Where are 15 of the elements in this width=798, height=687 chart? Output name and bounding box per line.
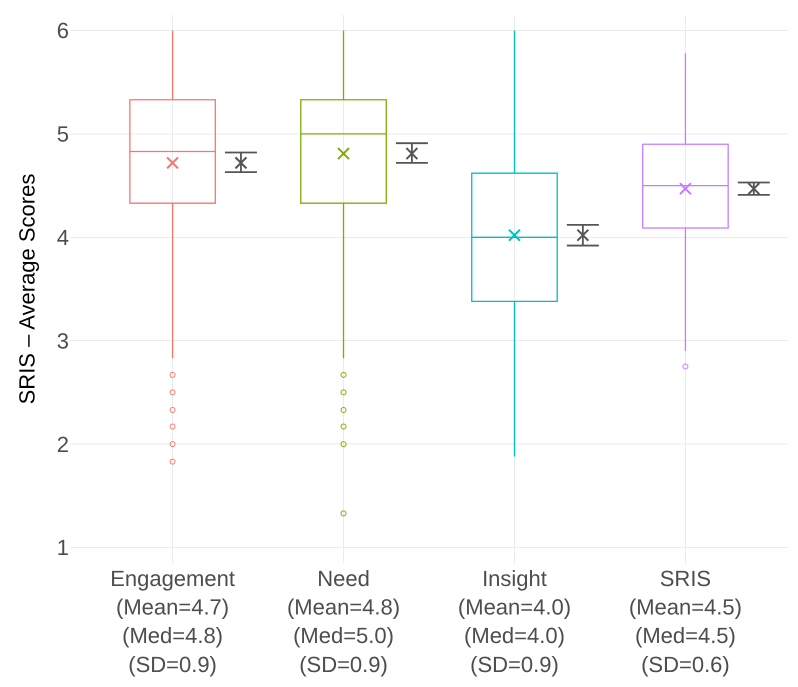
y-tick-label: 1 [56,535,69,560]
point [405,147,418,160]
y-axis-title: SRIS – Average Scores [14,174,40,404]
point [234,156,248,170]
y-tick-label: 5 [56,122,69,147]
y-tick-label: 3 [56,328,69,354]
y-tick-label: 2 [56,432,69,457]
x-tick-label: Insight (Mean=4.0) (Med=4.0) (SD=0.9) [458,566,572,677]
x-tick-label: Need (Mean=4.8) (Med=5.0) (SD=0.9) [286,566,400,677]
x-tick-label: Engagement (Mean=4.7) (Med=4.8) (SD=0.9) [110,566,235,677]
point [747,182,760,196]
x-tick-label: SRIS (Mean=4.5) (Med=4.5) (SD=0.6) [628,566,742,677]
y-tick-label: 4 [56,225,69,250]
point [576,228,590,242]
y-tick-label: 6 [56,18,69,44]
